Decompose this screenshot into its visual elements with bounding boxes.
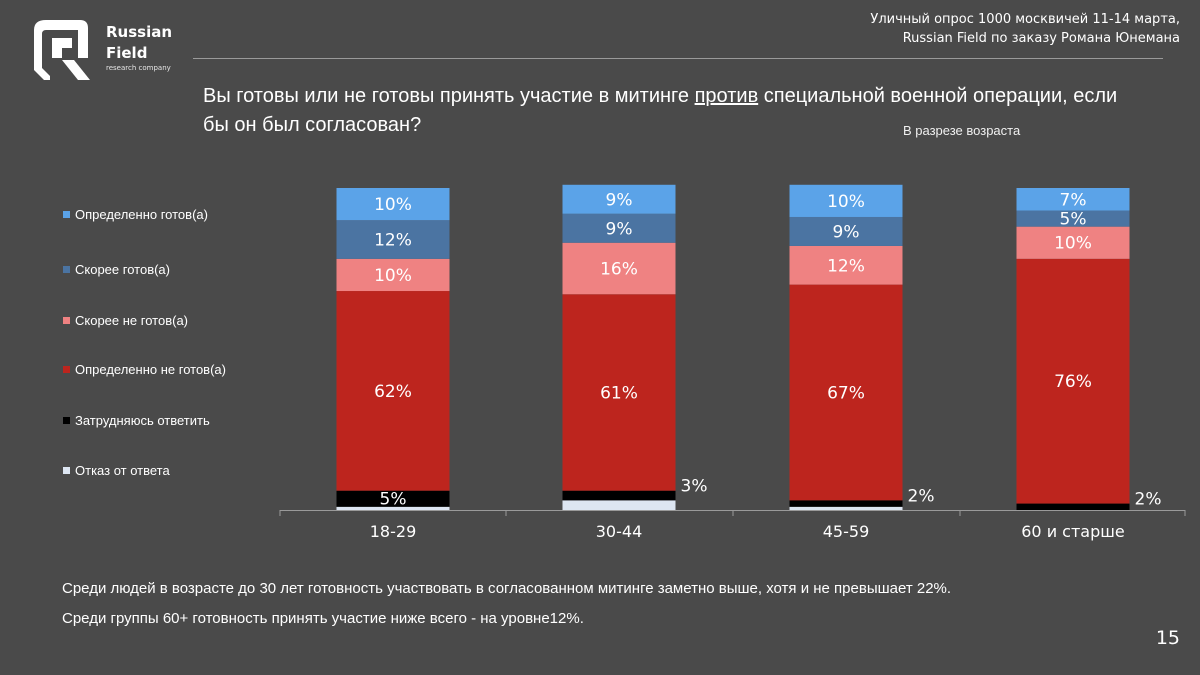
data-label: 10%	[827, 192, 865, 212]
x-tick-label: 18-29	[370, 522, 417, 541]
russian-field-logo-icon	[34, 20, 90, 80]
legend-item-definitely-ready: Определенно готов(а)	[63, 207, 208, 222]
source-note: Уличный опрос 1000 москвичей 11-14 марта…	[870, 12, 1180, 46]
data-label: 12%	[827, 256, 865, 276]
bar-segment-30-44-определенно-готов-а-	[562, 184, 676, 214]
bar-segment-30-44-скорее-готов-а-	[562, 213, 676, 243]
bar-segment-45-59-определенно-готов-а-	[789, 184, 903, 217]
bar-segment-30-44-скорее-не-готов-а-	[562, 242, 676, 295]
data-label: 67%	[827, 383, 865, 403]
data-label: 10%	[374, 195, 412, 215]
data-label: 10%	[1054, 234, 1092, 254]
x-tick-label: 30-44	[596, 522, 643, 541]
data-label: 12%	[374, 231, 412, 251]
x-tick-label: 45-59	[823, 522, 870, 541]
data-label: 61%	[600, 383, 638, 403]
legend-item-rather-ready: Скорее готов(а)	[63, 262, 170, 277]
data-label: 10%	[374, 266, 412, 286]
data-label: 16%	[600, 260, 638, 280]
bar-segment-45-59-скорее-готов-а-	[789, 216, 903, 246]
bar-segment-60-и-старше-скорее-не-готов-а-	[1016, 226, 1130, 259]
data-label: 62%	[374, 382, 412, 402]
brand-name: Russian Field	[106, 23, 173, 62]
brand-subtitle: research company	[106, 64, 171, 72]
bar-segment-60-и-старше-определенно-готов-а-	[1016, 188, 1130, 211]
bar-segment-30-44-затрудняюсь-ответить	[562, 490, 676, 501]
x-tick-label: 60 и старше	[1021, 522, 1125, 541]
bar-segment-18-29-определенно-готов-а-	[336, 188, 450, 221]
bar-segment-18-29-скорее-не-готов-а-	[336, 258, 450, 292]
legend-item-rather-not-ready: Скорее не готов(а)	[63, 313, 188, 328]
data-label: 9%	[606, 190, 633, 210]
header-divider	[193, 58, 1163, 59]
bar-segment-45-59-определенно-не-готов-а-	[789, 284, 903, 501]
bar-segment-45-59-затрудняюсь-ответить	[789, 500, 903, 507]
chart-subtitle: В разрезе возраста	[903, 123, 1021, 138]
data-label: 2%	[908, 486, 935, 506]
data-label: 3%	[681, 477, 708, 497]
data-label: 2%	[1135, 490, 1162, 510]
bar-segment-60-и-старше-скорее-готов-а-	[1016, 210, 1130, 227]
bar-segment-18-29-определенно-не-готов-а-	[336, 291, 450, 491]
note-line-1: Среди людей в возрасте до 30 лет готовно…	[62, 580, 952, 597]
bar-segment-60-и-старше-затрудняюсь-ответить	[1016, 503, 1130, 510]
bar-segment-30-44-отказ-от-ответа	[562, 500, 676, 510]
note-line-2: Среди группы 60+ готовность принять учас…	[62, 610, 584, 627]
bar-segment-60-и-старше-определенно-не-готов-а-	[1016, 258, 1130, 504]
bar-segment-18-29-скорее-готов-а-	[336, 220, 450, 259]
bar-segment-18-29-затрудняюсь-ответить	[336, 490, 450, 507]
legend-item-hard-to-say: Затрудняюсь ответить	[63, 413, 210, 428]
data-label: 9%	[606, 219, 633, 239]
legend-item-definitely-not-ready: Определенно не готов(а)	[63, 362, 226, 377]
bar-segment-45-59-отказ-от-ответа	[789, 506, 903, 510]
data-label: 5%	[1060, 210, 1087, 230]
page-number: 15	[1155, 627, 1180, 649]
legend-item-refused: Отказ от ответа	[63, 463, 170, 478]
data-label: 7%	[1060, 190, 1087, 210]
data-label: 76%	[1054, 372, 1092, 392]
bar-segment-45-59-скорее-не-готов-а-	[789, 245, 903, 285]
chart-title: Вы готовы или не готовы принять участие …	[203, 85, 1118, 136]
data-label: 9%	[833, 222, 860, 242]
bar-segment-30-44-определенно-не-готов-а-	[562, 294, 676, 491]
bar-segment-18-29-отказ-от-ответа	[336, 506, 450, 510]
data-label: 5%	[380, 490, 407, 510]
